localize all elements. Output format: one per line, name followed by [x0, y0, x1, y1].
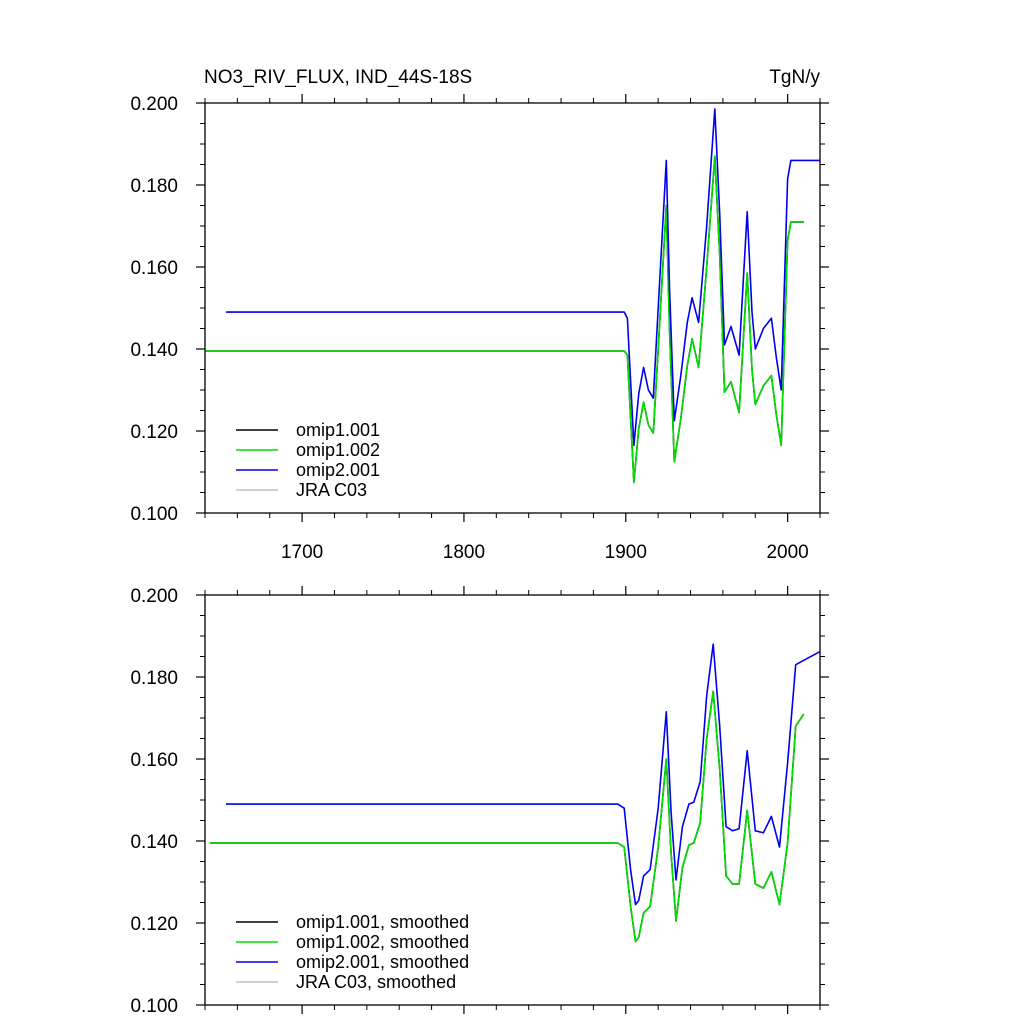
- y-tick-label: 0.200: [130, 586, 178, 607]
- legend-label-3: JRA C03, smoothed: [296, 972, 456, 992]
- x-tick-label: 1700: [281, 542, 323, 563]
- series-line-0: [205, 155, 804, 484]
- series-line-2: [226, 643, 821, 906]
- legend-label-0: omip1.001: [296, 420, 380, 440]
- series-line-0: [209, 690, 805, 943]
- y-tick-label: 0.120: [130, 914, 178, 935]
- legend-label-3: JRA C03: [296, 480, 367, 500]
- y-tick-label: 0.180: [130, 668, 178, 689]
- y-tick-label: 0.180: [130, 176, 178, 197]
- x-tick-label: 1800: [443, 542, 485, 563]
- y-tick-label: 0.100: [130, 996, 178, 1017]
- top-panel: NO3_RIV_FLUX, IND_44S-18S TgN/y 0.100 0.1…: [130, 67, 829, 563]
- legend-label-1: omip1.002: [296, 440, 380, 460]
- series-line-2: [226, 108, 820, 447]
- series-line-1: [209, 690, 805, 943]
- y-tick-label: 0.160: [130, 258, 178, 279]
- y-tick-label: 0.140: [130, 832, 178, 853]
- chart-title: NO3_RIV_FLUX, IND_44S-18S: [204, 67, 472, 88]
- series-line-1: [205, 155, 804, 484]
- legend-label-2: omip2.001: [296, 460, 380, 480]
- y-tick-label: 0.160: [130, 750, 178, 771]
- bottom-panel: 0.100 0.120 0.140 0.160 0.180 0.200 omip1.001…: [130, 586, 829, 1017]
- y-tick-label: 0.140: [130, 340, 178, 361]
- legend-label-2: omip2.001, smoothed: [296, 952, 469, 972]
- y-tick-label: 0.100: [130, 504, 178, 525]
- y-tick-label: 0.200: [130, 94, 178, 115]
- x-tick-label: 2000: [766, 542, 808, 563]
- x-tick-label: 1900: [605, 542, 647, 563]
- legend-label-1: omip1.002, smoothed: [296, 932, 469, 952]
- y-tick-label: 0.120: [130, 422, 178, 443]
- units-label: TgN/y: [769, 67, 820, 88]
- legend-label-0: omip1.001, smoothed: [296, 912, 469, 932]
